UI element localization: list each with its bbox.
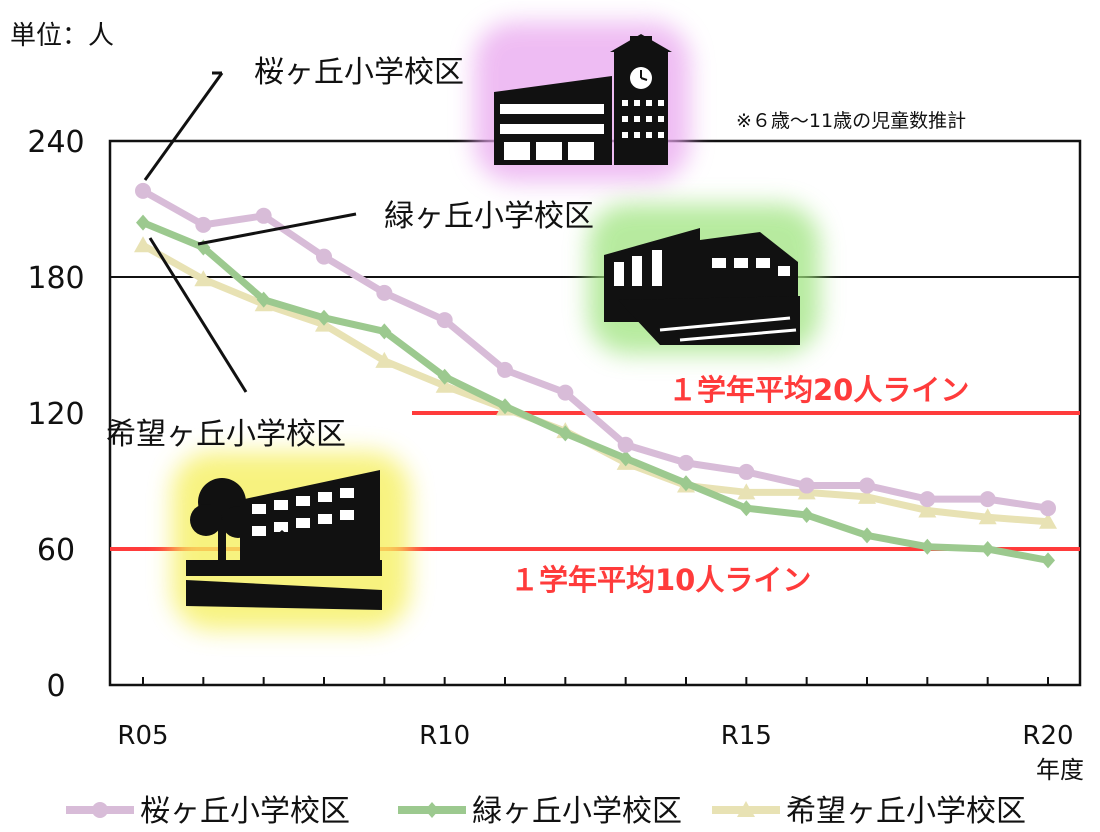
legend-label: 桜ヶ丘小学校区: [140, 794, 350, 829]
data-point: [316, 248, 332, 265]
data-point: [679, 475, 693, 492]
data-point: [1041, 552, 1055, 569]
data-point: [376, 284, 393, 301]
data-point: [375, 351, 394, 368]
series-line-1: [141, 187, 1049, 512]
data-point: [1040, 500, 1056, 517]
data-point: [134, 236, 152, 253]
school-building-icon: [494, 34, 672, 165]
data-point: [737, 483, 756, 500]
y-axis: 0 60 120 180 240: [27, 125, 84, 704]
x-tick-label: R20: [1022, 721, 1073, 751]
legend-marker: [737, 801, 755, 817]
data-point: [617, 436, 634, 453]
data-point: [799, 507, 814, 523]
data-point: [195, 216, 212, 233]
data-point: [979, 491, 996, 508]
data-point: [135, 182, 151, 199]
x-tick-label: R15: [721, 721, 772, 751]
series-group: [134, 182, 1057, 569]
data-point: [860, 527, 874, 544]
callout-midorigaoka: 緑ヶ丘小学校区: [384, 199, 594, 234]
data-point: [557, 384, 574, 401]
ref-label-10: １学年平均10人ライン: [510, 563, 811, 597]
data-point: [858, 487, 876, 504]
data-point: [194, 270, 213, 287]
data-point: [436, 312, 453, 329]
school-building-icon: [604, 228, 800, 345]
data-point: [738, 463, 755, 480]
legend-label: 緑ヶ丘小学校区: [472, 794, 682, 829]
x-tick-label: R10: [419, 721, 470, 751]
legend-item-3: 希望ヶ丘小学校区: [712, 794, 1026, 829]
data-point: [920, 538, 935, 555]
legend-marker: [425, 802, 439, 818]
data-point: [798, 477, 815, 494]
x-tick-label: R05: [117, 721, 168, 751]
x-axis-label: 年度: [1036, 756, 1084, 784]
legend: 桜ヶ丘小学校区 緑ヶ丘小学校区 希望ヶ丘小学校区: [66, 794, 1026, 829]
data-point: [136, 214, 150, 231]
legend-item-2: 緑ヶ丘小学校区: [398, 794, 682, 829]
data-point: [255, 207, 272, 224]
data-point: [498, 398, 512, 415]
school-building-icon: [186, 470, 382, 610]
data-point: [978, 508, 997, 525]
series-line-2: [141, 219, 1049, 564]
data-point: [919, 491, 936, 508]
chart-note: ※６歳～11歳の児童数推計: [736, 110, 966, 132]
data-point: [558, 425, 573, 442]
data-point: [980, 541, 995, 557]
callouts: 桜ヶ丘小学校区 緑ヶ丘小学校区 希望ヶ丘小学校区: [106, 55, 594, 452]
school-icon-3: [172, 452, 410, 630]
data-point: [437, 368, 452, 385]
data-point: [618, 450, 633, 467]
data-point: [256, 291, 271, 308]
legend-label: 希望ヶ丘小学校区: [786, 794, 1026, 829]
ref-label-20: １学年平均20人ライン: [668, 373, 969, 407]
y-tick-label: 60: [37, 533, 75, 568]
data-point: [317, 309, 331, 326]
data-point: [739, 500, 754, 517]
unit-label: 単位：人: [10, 21, 114, 51]
series-2: [136, 214, 1055, 569]
y-tick-label: 0: [46, 669, 65, 704]
legend-marker: [92, 802, 108, 818]
x-axis: R05 R10 R15 R20: [117, 677, 1074, 751]
data-point: [1039, 512, 1057, 529]
data-point: [377, 323, 392, 340]
data-point: [497, 361, 513, 378]
legend-item-1: 桜ヶ丘小学校区: [66, 794, 350, 829]
data-point: [859, 477, 875, 494]
data-point: [918, 501, 937, 518]
data-point: [435, 376, 454, 393]
school-icon-1: [474, 22, 690, 182]
y-tick-label: 180: [27, 261, 84, 296]
callout-sakuragaoka: 桜ヶ丘小学校区: [254, 55, 464, 90]
y-tick-label: 240: [27, 125, 84, 160]
series-1: [135, 182, 1056, 517]
school-icon-2: [588, 204, 820, 354]
callout-kibougaoka: 希望ヶ丘小学校区: [106, 417, 346, 452]
data-point: [678, 454, 694, 471]
y-tick-label: 120: [27, 397, 84, 432]
